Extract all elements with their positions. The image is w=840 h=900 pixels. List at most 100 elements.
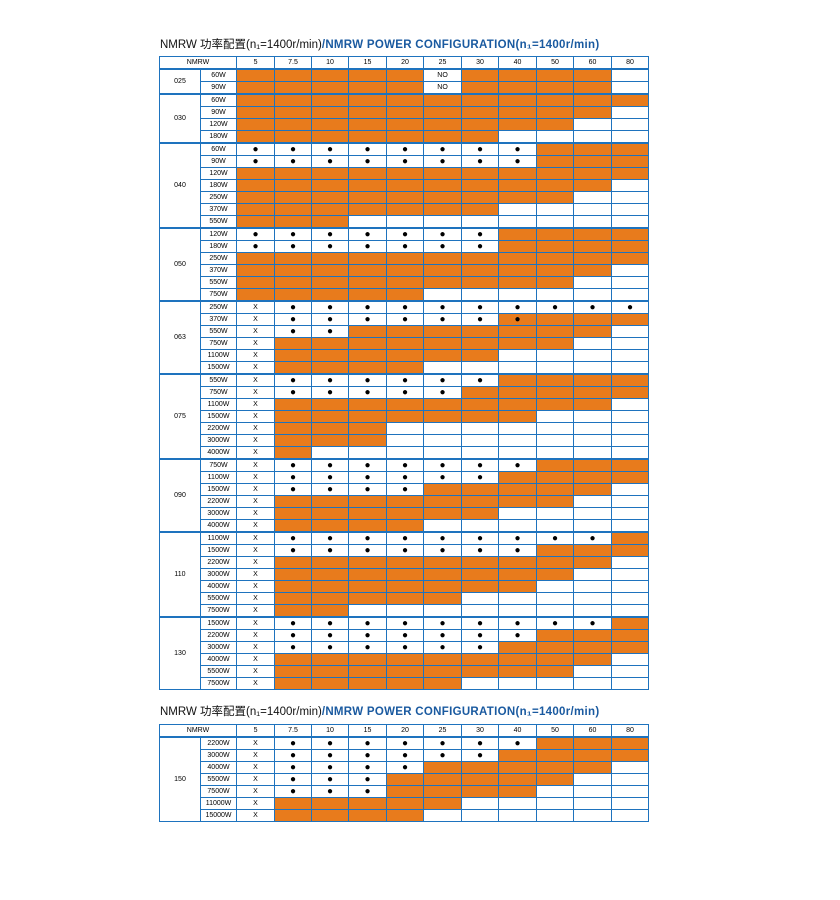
empty-cell (423, 519, 463, 533)
dot-cell: ● (461, 227, 500, 241)
available-cell (573, 749, 613, 762)
empty-cell (348, 446, 388, 460)
table-row: 15000W X (160, 809, 650, 822)
available-cell (498, 337, 538, 350)
available-cell (461, 130, 500, 144)
available-cell (536, 68, 575, 82)
available-cell (498, 179, 538, 192)
empty-cell (573, 592, 613, 605)
dot-cell: ● (461, 373, 500, 387)
empty-cell (611, 130, 650, 144)
available-cell (423, 580, 463, 593)
dot-cell: ● (423, 313, 463, 326)
available-cell (311, 337, 350, 350)
power-cell: 90W (199, 81, 238, 95)
available-cell (573, 325, 613, 338)
available-cell (573, 179, 613, 192)
available-cell (274, 276, 313, 289)
available-cell (461, 276, 500, 289)
available-cell (274, 68, 313, 82)
empty-cell (536, 446, 575, 460)
dot-cell: ● (274, 300, 313, 314)
available-cell (423, 106, 463, 119)
table-title-1: NMRW 功率配置(n₁=1400r/min)/NMRW POWER CONFI… (160, 38, 600, 52)
available-cell (611, 167, 650, 180)
available-cell (386, 93, 425, 107)
power-cell: 4000W (199, 580, 238, 593)
available-cell (573, 641, 613, 654)
available-cell (423, 191, 463, 204)
available-cell (311, 252, 350, 265)
available-cell (386, 337, 425, 350)
available-cell (461, 785, 500, 798)
dot-cell: ● (274, 544, 313, 557)
x-cell: X (236, 616, 276, 630)
power-cell: 370W (199, 203, 238, 216)
available-cell (386, 349, 425, 362)
available-cell (386, 106, 425, 119)
power-cell: 1100W (199, 471, 238, 484)
available-cell (498, 227, 538, 241)
available-cell (274, 81, 313, 95)
empty-cell (573, 785, 613, 798)
empty-cell (536, 519, 575, 533)
available-cell (611, 616, 650, 630)
empty-cell (498, 215, 538, 229)
empty-cell (573, 773, 613, 786)
no-cell: NO (423, 68, 463, 82)
dot-cell: ● (274, 629, 313, 642)
available-cell (498, 191, 538, 204)
available-cell (274, 215, 313, 229)
available-cell (386, 410, 425, 423)
empty-cell (573, 361, 613, 375)
available-cell (423, 337, 463, 350)
dot-cell: ● (386, 227, 425, 241)
power-cell: 5500W (199, 773, 238, 786)
x-cell: X (236, 749, 276, 762)
dot-cell: ● (348, 544, 388, 557)
dot-cell: ● (498, 458, 538, 472)
header-model: NMRW (158, 724, 238, 738)
empty-cell (536, 203, 575, 216)
x-cell: X (236, 665, 276, 678)
available-cell (573, 167, 613, 180)
available-cell (423, 507, 463, 520)
available-cell (536, 142, 575, 156)
dot-cell: ● (348, 240, 388, 253)
available-cell (311, 130, 350, 144)
power-cell: 5500W (199, 592, 238, 605)
table-row: 130 1500W X ● ● ● ● ● ● ● ● ● (159, 616, 650, 690)
available-cell (236, 179, 276, 192)
available-cell (573, 240, 613, 253)
dot-cell: ● (386, 531, 425, 545)
available-cell (611, 386, 650, 399)
empty-cell (573, 797, 613, 810)
available-cell (274, 592, 313, 605)
header-ratio: 80 (611, 56, 650, 70)
available-cell (423, 252, 463, 265)
available-cell (274, 422, 313, 435)
power-cell: 1500W (199, 544, 238, 557)
table-row: 1500W X ● ● ● ● ● ● ● (160, 544, 650, 557)
dot-cell: ● (423, 471, 463, 484)
x-cell: X (236, 677, 276, 690)
empty-cell (536, 130, 575, 144)
table-row: 7500W X (160, 677, 650, 690)
power-cell: 250W (199, 300, 238, 314)
available-cell (311, 604, 350, 618)
empty-cell (461, 422, 500, 435)
power-cell: 4000W (199, 761, 238, 774)
table-row: 063 250W X ● ● ● ● ● ● ● ● ● ● (159, 300, 650, 375)
available-cell (348, 191, 388, 204)
empty-cell (611, 264, 650, 277)
available-cell (311, 106, 350, 119)
header-ratio: 25 (423, 724, 463, 738)
available-cell (274, 252, 313, 265)
empty-cell (573, 288, 613, 302)
power-cell: 2200W (199, 629, 238, 642)
available-cell (386, 665, 425, 678)
available-cell (348, 592, 388, 605)
available-cell (498, 81, 538, 95)
available-cell (611, 142, 650, 156)
